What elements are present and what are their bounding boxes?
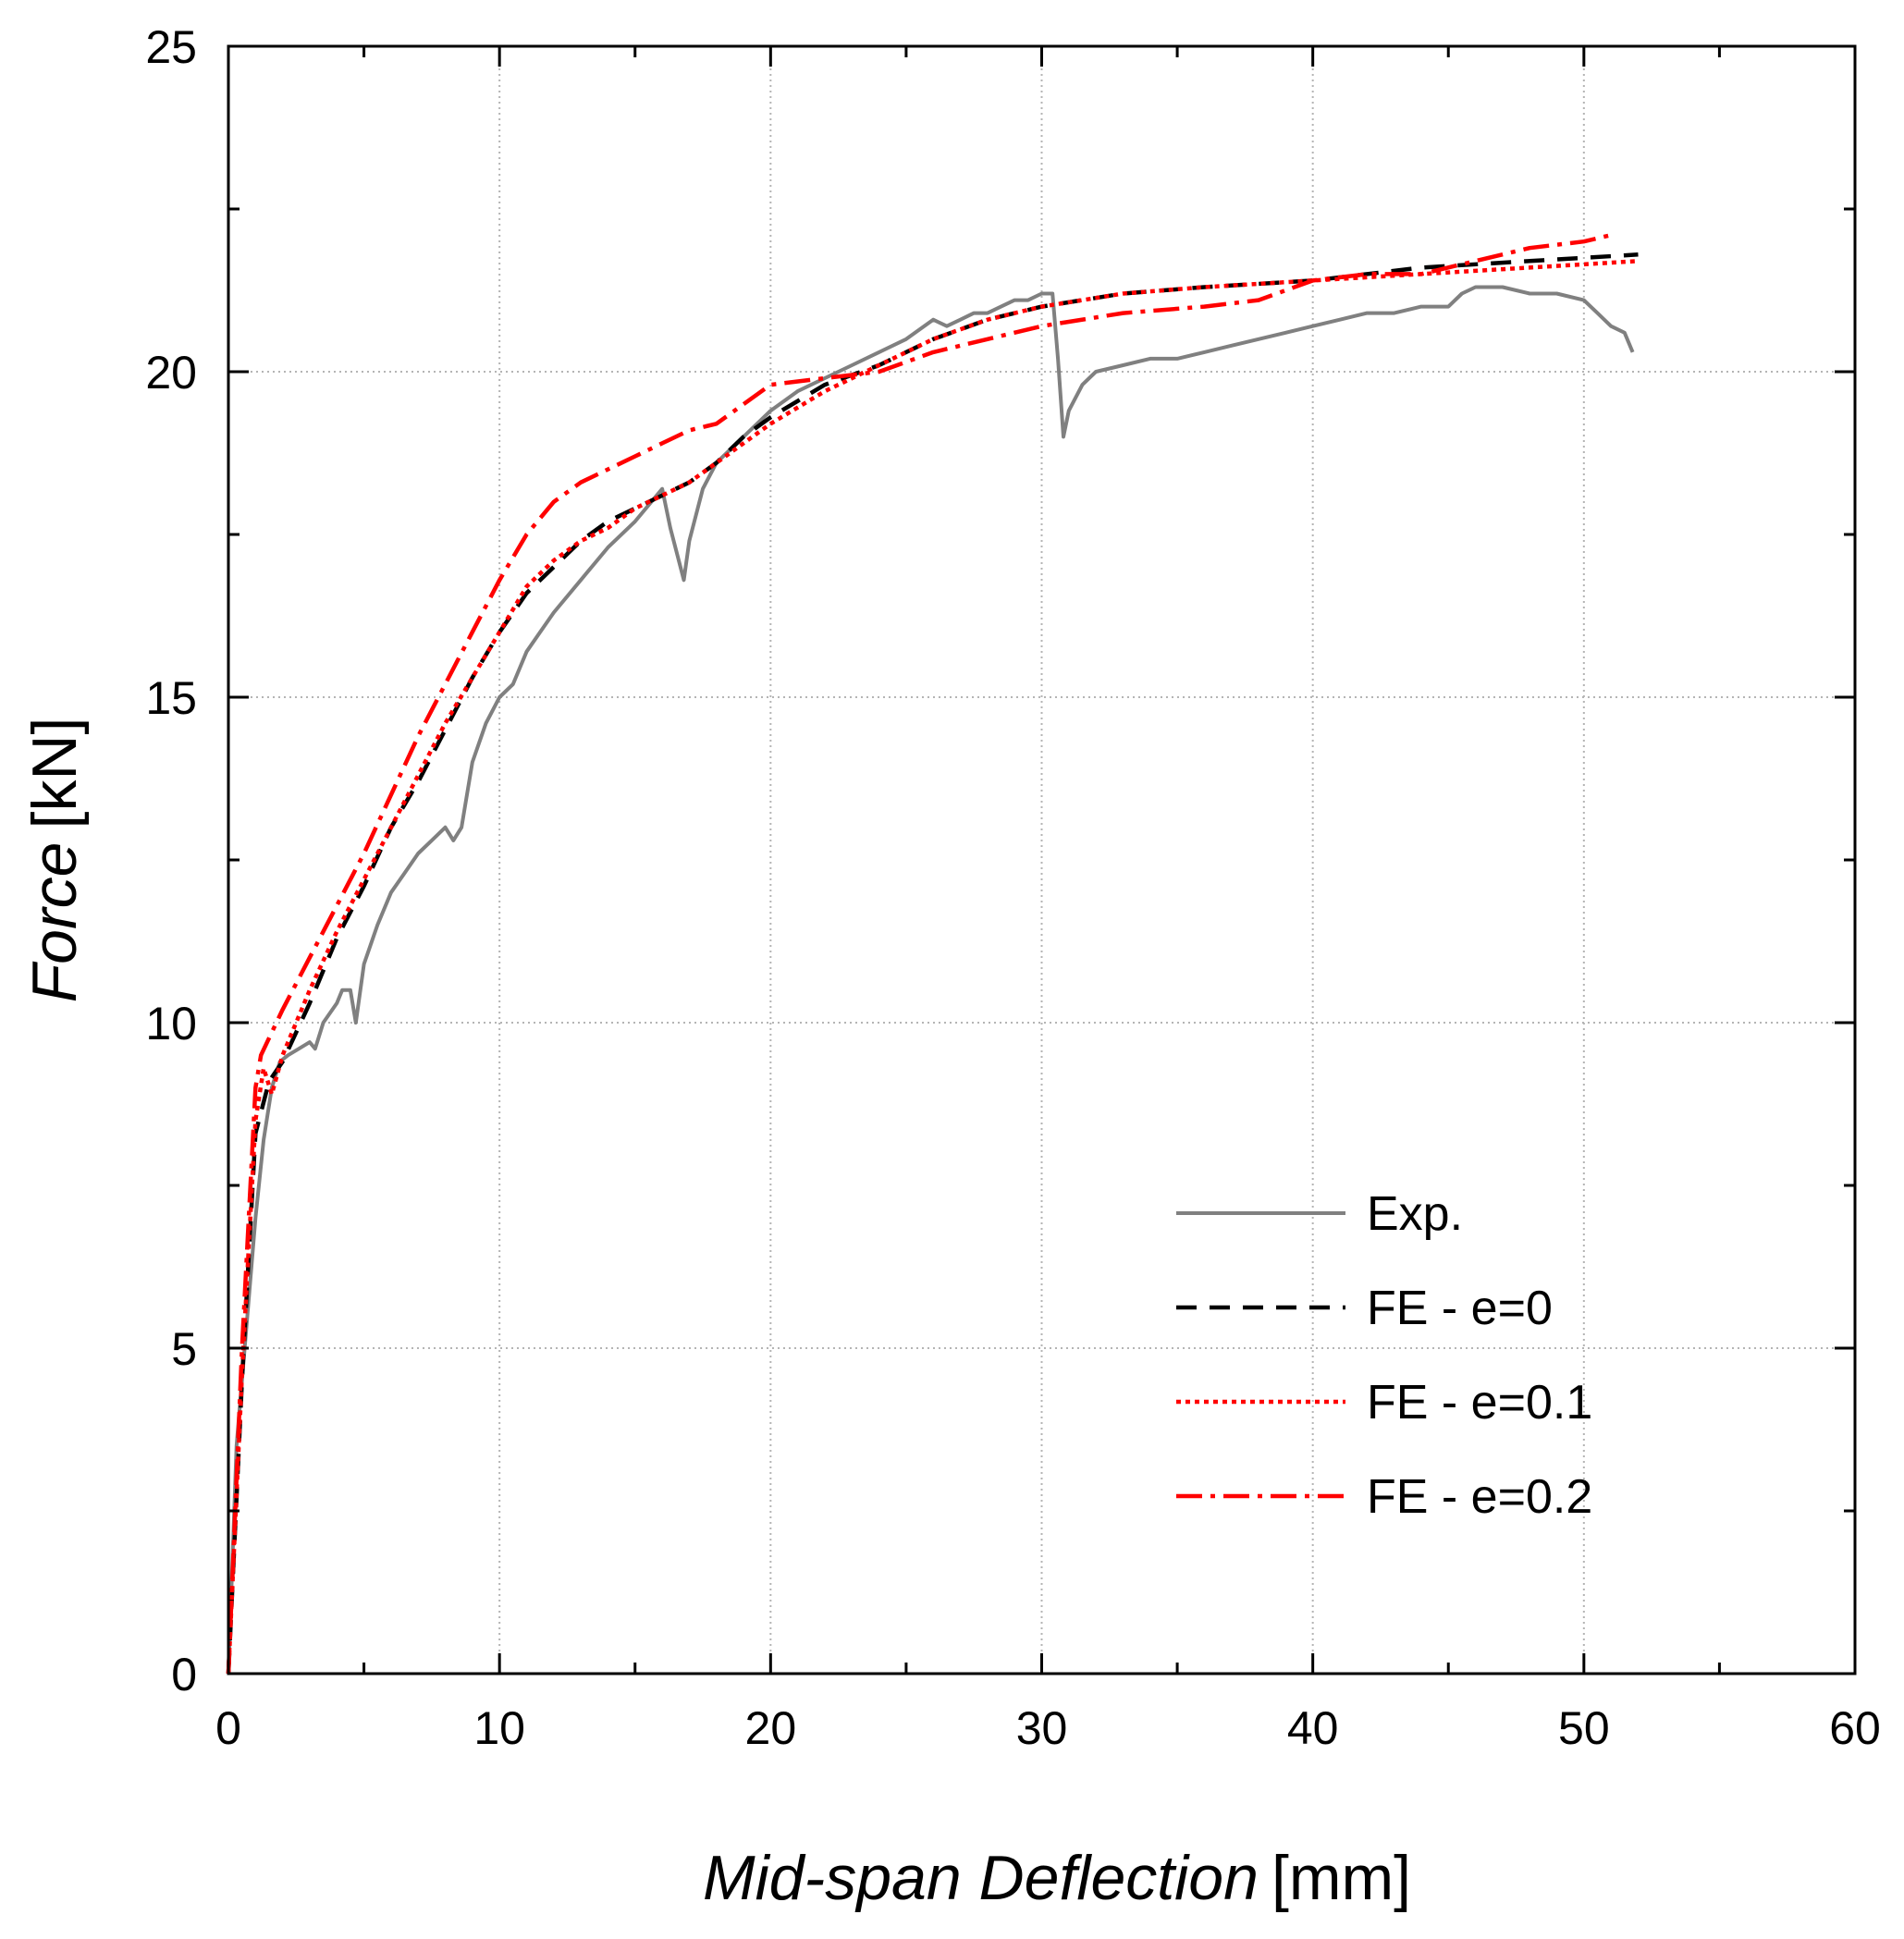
- x-axis-title: Mid-span Deflection [mm]: [703, 1843, 1411, 1913]
- legend-label-2: FE - e=0: [1367, 1282, 1553, 1335]
- grid-lines: [228, 46, 1855, 1674]
- axis-ticks: [227, 44, 1857, 1675]
- y-axis-title: Force [kN]: [19, 718, 90, 1003]
- y-tick-label: 5: [171, 1323, 197, 1375]
- x-tick-label: 0: [215, 1702, 241, 1754]
- x-tick-labels: 0 10 20 30 40 50 60: [215, 1702, 1881, 1754]
- series-line-1: [227, 285, 1635, 1675]
- x-tick-label: 30: [1016, 1702, 1068, 1754]
- x-tick-label: 50: [1558, 1702, 1610, 1754]
- series-line-2: [226, 252, 1639, 1675]
- y-tick-label: 10: [145, 998, 197, 1049]
- y-tick-label: 25: [145, 21, 197, 73]
- y-tick-label: 20: [145, 347, 197, 399]
- legend-label-3: FE - e=0.1: [1367, 1376, 1592, 1430]
- x-axis-label-italic: Mid-span Deflection: [703, 1843, 1259, 1913]
- legend: Exp. FE - e=0 FE - e=0.1 FE - e=0.2: [1176, 1187, 1592, 1524]
- y-axis-label-italic: Force: [19, 842, 90, 1003]
- x-axis-label-unit: [mm]: [1271, 1843, 1411, 1913]
- legend-label-1: Exp.: [1367, 1187, 1463, 1241]
- x-tick-label: 40: [1287, 1702, 1339, 1754]
- series-line-4: [226, 233, 1612, 1675]
- x-tick-label: 20: [745, 1702, 797, 1754]
- x-tick-label: 60: [1829, 1702, 1881, 1754]
- series-line-3: [226, 259, 1639, 1675]
- y-tick-label: 15: [145, 672, 197, 724]
- x-tick-label: 10: [473, 1702, 525, 1754]
- y-axis-label-unit: [kN]: [19, 718, 90, 829]
- legend-label-4: FE - e=0.2: [1367, 1470, 1592, 1524]
- y-tick-labels: 0 5 10 15 20 25: [145, 21, 197, 1700]
- series-lines: [226, 233, 1639, 1675]
- y-tick-label: 0: [171, 1649, 197, 1700]
